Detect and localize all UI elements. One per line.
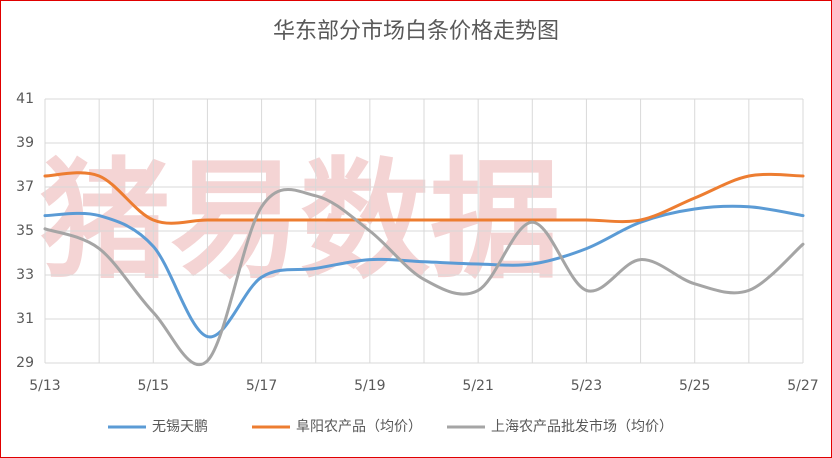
chart-title: 华东部分市场白条价格走势图 <box>273 19 559 44</box>
series-line <box>43 171 805 225</box>
x-tick-label: 5/23 <box>571 378 602 394</box>
x-tick-label: 5/27 <box>787 378 818 394</box>
y-tick-label: 39 <box>16 135 34 151</box>
y-tick-label: 31 <box>16 311 34 327</box>
y-tick-label: 29 <box>16 355 34 371</box>
x-tick-label: 5/17 <box>246 378 277 394</box>
x-tick-label: 5/13 <box>29 378 60 394</box>
y-tick-label: 37 <box>16 179 34 195</box>
legend-label: 阜阳农产品（均价） <box>296 418 422 435</box>
y-tick-label: 33 <box>16 267 34 283</box>
y-tick-label: 35 <box>16 223 34 239</box>
x-tick-label: 5/21 <box>462 378 493 394</box>
x-tick-label: 5/15 <box>138 378 169 394</box>
y-tick-label: 41 <box>16 91 34 107</box>
series-line <box>43 188 805 367</box>
legend-label: 无锡天鹏 <box>152 419 208 435</box>
x-tick-label: 5/25 <box>679 378 710 394</box>
x-tick-label: 5/19 <box>354 378 385 394</box>
series-line <box>43 204 805 339</box>
legend-label: 上海农产品批发市场（均价） <box>491 418 673 435</box>
